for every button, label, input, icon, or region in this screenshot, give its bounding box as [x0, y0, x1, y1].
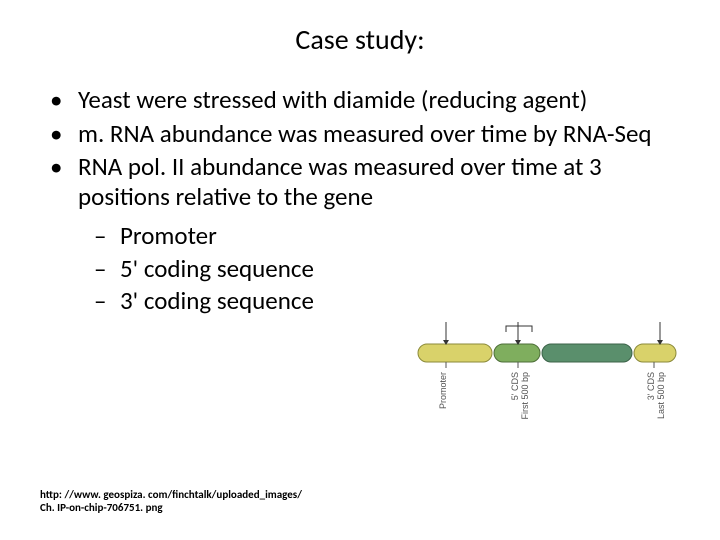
bullet-item: m. RNA abundance was measured over time …: [40, 119, 680, 149]
sub-bullet-item: Promoter: [88, 221, 680, 252]
slide-title: Case study:: [0, 0, 720, 67]
bullet-item: RNA pol. II abundance was measured over …: [40, 152, 680, 211]
svg-text:Last 500 bp: Last 500 bp: [656, 372, 666, 419]
sub-bullet-item: 3' coding sequence: [88, 286, 680, 317]
content-area: Yeast were stressed with diamide (reduci…: [0, 67, 720, 317]
sub-bullet-list: Promoter 5' coding sequence 3' coding se…: [88, 221, 680, 317]
bullet-list: Yeast were stressed with diamide (reduci…: [40, 85, 680, 211]
gene-diagram: Promoter 5' CDSFirst 500 bp 3' CDSLast 500…: [416, 318, 678, 422]
svg-text:5' CDS: 5' CDS: [510, 372, 520, 400]
svg-text:3' CDS: 3' CDS: [646, 372, 656, 400]
bullet-item: Yeast were stressed with diamide (reduci…: [40, 85, 680, 115]
footer-line: Ch. IP-on-chip-706751. png: [40, 501, 302, 514]
svg-text:Promoter: Promoter: [438, 372, 448, 409]
footer-citation: http: //www. geospiza. com/finchtalk/upl…: [40, 488, 302, 514]
sub-bullet-item: 5' coding sequence: [88, 254, 680, 285]
footer-line: http: //www. geospiza. com/finchtalk/upl…: [40, 488, 302, 501]
svg-text:First 500 bp: First 500 bp: [520, 372, 530, 420]
